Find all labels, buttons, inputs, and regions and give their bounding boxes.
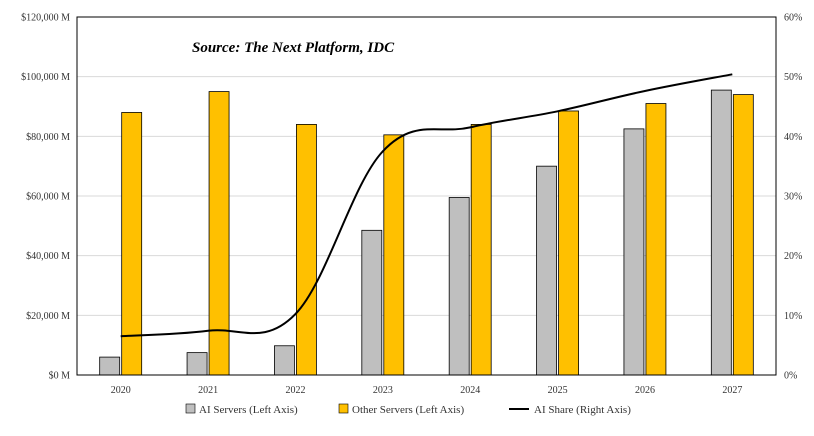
legend-ai-servers: AI Servers (Left Axis) [185,403,298,416]
x-axis-tick-label: 2021 [198,385,218,396]
legend: AI Servers (Left Axis) Other Servers (Lef… [185,403,631,416]
ai-servers-bar [448,197,470,376]
chart-annotation: Source: The Next Platform, IDC [192,40,395,56]
ai-servers-bar [99,356,121,376]
other-servers-bar [296,124,317,376]
left-axis-tick-label: $120,000 M [21,13,70,24]
x-axis-tick-label: 2024 [460,385,480,396]
right-axis-tick-label: 10% [784,311,802,322]
left-axis-tick-label: $0 M [49,371,71,382]
left-axis-tick-label: $20,000 M [26,311,70,322]
other-servers-bar [470,124,492,376]
x-axis-tick-label: 2020 [111,385,131,396]
left-axis-tick-label: $40,000 M [26,251,70,262]
other-servers-bar [645,103,667,376]
legend-label: AI Servers (Left Axis) [199,404,298,416]
right-axis-tick-label: 60% [784,13,802,24]
ai-servers-bar [623,128,645,376]
ai-share-line [120,73,733,338]
legend-other-servers: Other Servers (Left Axis) [338,403,464,416]
x-axis-tick-label: 2023 [373,385,393,396]
legend-ai-share: AI Share (Right Axis) [509,404,631,416]
ai-servers-bar [274,345,295,376]
x-axis: 2020 2021 2022 2023 2024 2025 2026 2027 [111,385,743,396]
ai-servers-bar [361,229,383,376]
left-axis-tick-label: $60,000 M [26,192,70,203]
other-servers-bar [208,91,230,376]
ai-servers-bar [186,352,208,376]
left-axis: $0 M $20,000 M $40,000 M $60,000 M $80,000 M… [21,13,70,382]
ai-servers-bar [710,89,732,376]
right-axis: 0% 10% 20% 30% 40% 50% 60% [784,13,802,382]
plot-area-frame [76,16,777,376]
gridlines [77,76,776,316]
right-axis-tick-label: 50% [784,72,802,83]
right-axis-tick-label: 30% [784,192,802,203]
other-servers-bar [558,110,579,376]
other-servers-bar [383,134,405,376]
x-axis-tick-label: 2027 [722,385,742,396]
right-axis-tick-label: 40% [784,132,802,143]
left-axis-tick-label: $80,000 M [26,132,70,143]
right-axis-tick-label: 20% [784,251,802,262]
x-axis-tick-label: 2025 [548,385,568,396]
other-servers-bar [732,94,754,376]
legend-swatch [338,403,349,414]
x-axis-tick-label: 2026 [635,385,655,396]
legend-label: AI Share (Right Axis) [534,404,631,416]
left-axis-tick-label: $100,000 M [21,72,70,83]
ai-share-line-layer [120,73,733,338]
legend-label: Other Servers (Left Axis) [352,404,464,416]
legend-swatch [185,403,196,414]
right-axis-tick-label: 0% [784,371,797,382]
ai-servers-bar [536,165,557,376]
x-axis-tick-label: 2022 [285,385,305,396]
